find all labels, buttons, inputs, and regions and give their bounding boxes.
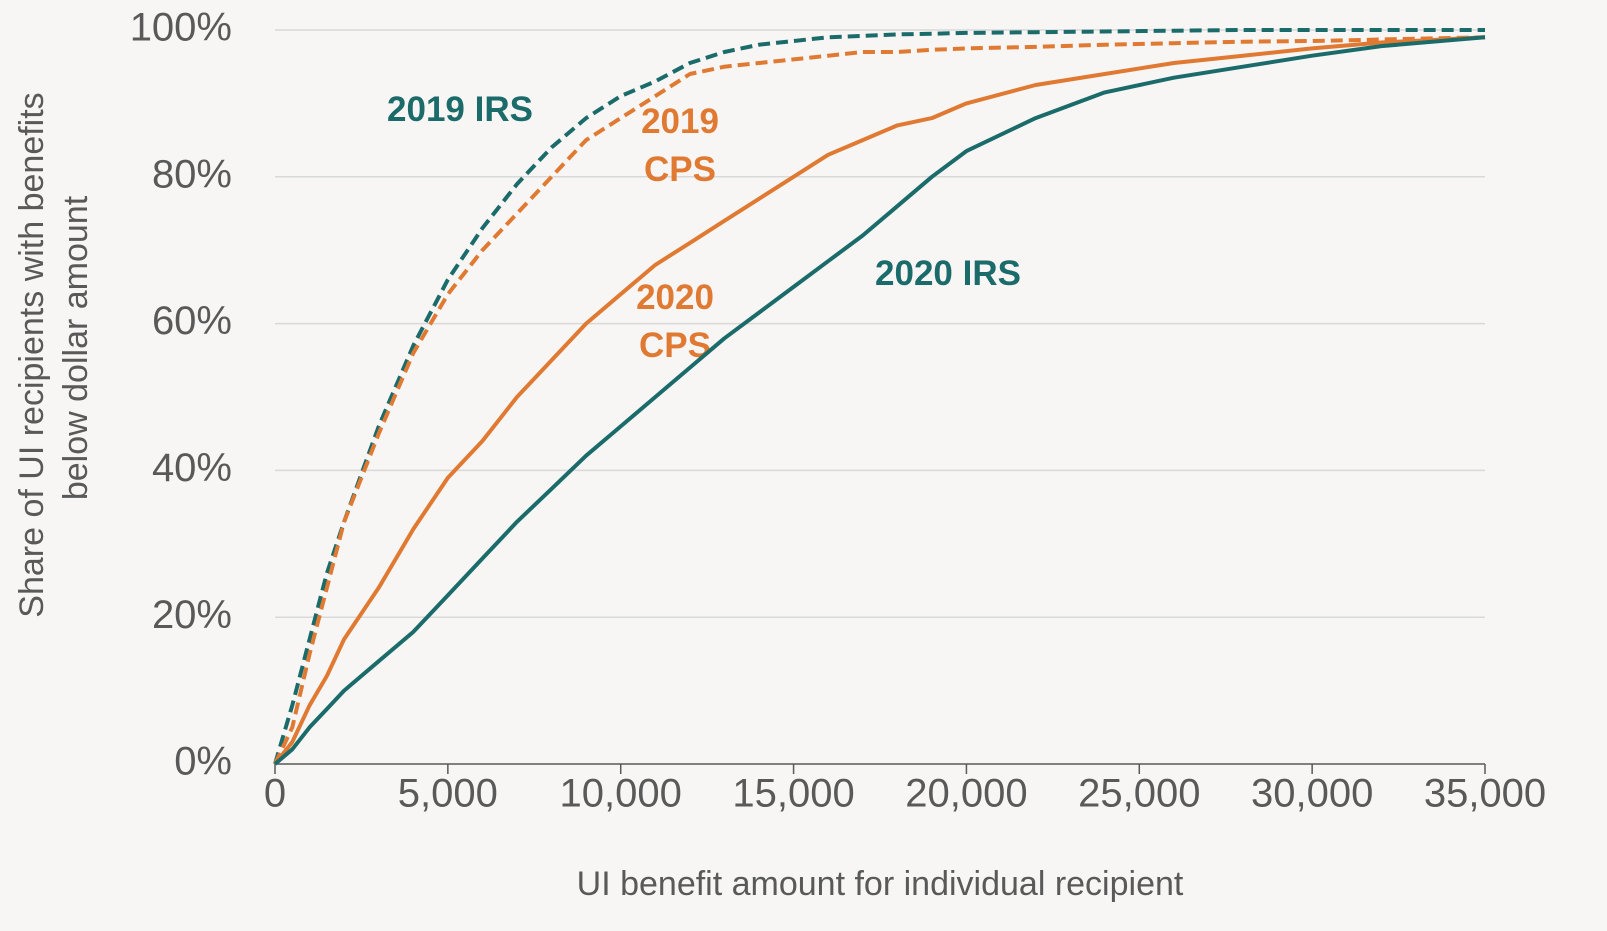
series-label-box: 2020 IRS bbox=[875, 254, 1021, 293]
x-tick-label: 0 bbox=[264, 772, 286, 816]
series-label: 2019 IRS bbox=[387, 90, 533, 129]
y-tick-label: 60% bbox=[152, 299, 232, 343]
series-line bbox=[273, 35, 1486, 765]
y-axis-title: Share of UI recipients with benefits bbox=[13, 92, 51, 617]
x-tick-label: 15,000 bbox=[732, 772, 854, 816]
x-tick-label: 30,000 bbox=[1251, 772, 1373, 816]
series-line bbox=[273, 35, 1486, 766]
series-label-box: 2019 IRS bbox=[387, 90, 533, 129]
y-tick-label: 20% bbox=[152, 593, 232, 637]
y-axis-title: below dollar amount bbox=[57, 195, 95, 500]
series-label: 2020 CPS bbox=[636, 278, 714, 365]
series-line bbox=[273, 35, 1486, 766]
series-label-box: 2020 CPS bbox=[636, 278, 714, 365]
x-tick-label: 35,000 bbox=[1424, 772, 1546, 816]
x-tick-label: 10,000 bbox=[560, 772, 682, 816]
series-label: 2019 CPS bbox=[641, 102, 719, 189]
y-tick-label: 80% bbox=[152, 152, 232, 196]
y-tick-label: 0% bbox=[174, 740, 232, 784]
x-axis-title: UI benefit amount for individual recipie… bbox=[577, 865, 1184, 903]
x-tick-label: 25,000 bbox=[1078, 772, 1200, 816]
y-tick-label: 100% bbox=[130, 6, 232, 50]
series-label-box: 2019 CPS bbox=[641, 102, 719, 189]
series-line bbox=[273, 28, 1485, 765]
series-label: 2020 IRS bbox=[875, 254, 1021, 293]
x-tick-label: 5,000 bbox=[398, 772, 498, 816]
y-tick-label: 40% bbox=[152, 446, 232, 490]
x-tick-label: 20,000 bbox=[905, 772, 1027, 816]
